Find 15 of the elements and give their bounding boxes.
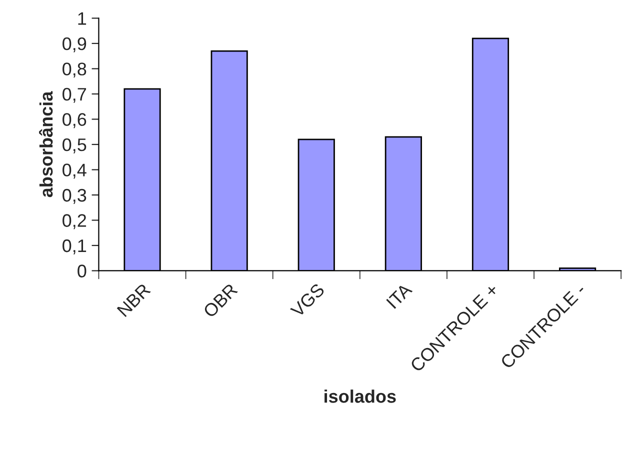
y-tick-label: 0,4 (62, 164, 86, 179)
y-tick-label: 0,5 (62, 138, 86, 154)
y-tick-label: 1 (78, 12, 86, 25)
y-tick-label: 0,6 (62, 113, 86, 128)
x-tick-label: VGS (290, 282, 326, 318)
y-tick-label: 0,8 (62, 62, 86, 78)
y-tick-label: 0,2 (62, 214, 86, 230)
y-tick-label: 0,9 (62, 37, 86, 52)
y-tick-label: 0,3 (62, 188, 86, 204)
y-tick-label: 0,1 (62, 239, 86, 254)
x-tick-label: ITA (386, 282, 413, 309)
y-tick-label: 0,7 (62, 88, 86, 103)
y-tick-label: 0 (78, 264, 86, 278)
x-axis-title: isolados (324, 390, 396, 403)
y-axis-title: absorbância (39, 91, 53, 198)
